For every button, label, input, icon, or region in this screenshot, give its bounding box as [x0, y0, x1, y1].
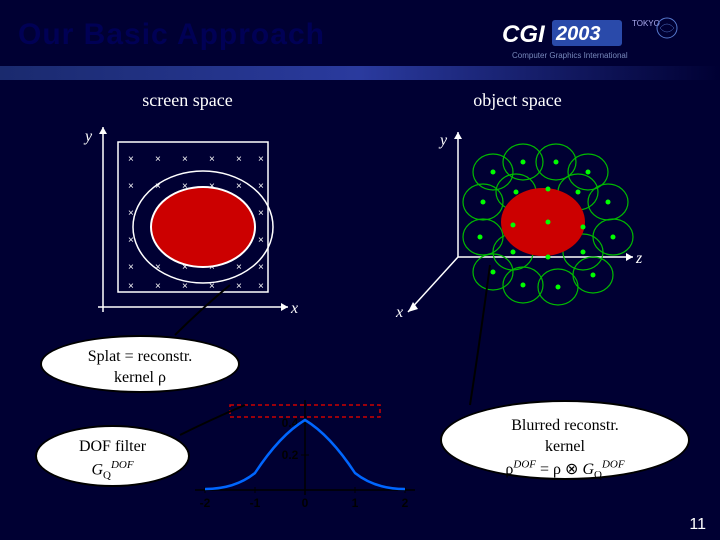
logo-subtitle: Computer Graphics International	[512, 51, 628, 60]
svg-text:0.4: 0.4	[282, 416, 299, 430]
splat-line2: kernel ρ	[114, 369, 166, 386]
svg-text:×: ×	[258, 208, 264, 219]
svg-text:×: ×	[128, 154, 134, 165]
svg-text:2: 2	[402, 496, 409, 510]
svg-text:×: ×	[128, 262, 134, 273]
logo-cgi: CGI	[502, 21, 546, 48]
svg-text:-1: -1	[250, 496, 261, 510]
title-bar: Our Basic Approach CGI 2003 TOKYO Comput…	[0, 12, 720, 72]
pointer-splat	[160, 280, 260, 350]
blur-eq-otimes: ⊗	[565, 461, 582, 478]
svg-text:1: 1	[352, 496, 359, 510]
svg-text:×: ×	[236, 262, 242, 273]
svg-text:y: y	[83, 128, 93, 145]
splat-ellipse	[151, 187, 255, 267]
blur-eq-lsup: DOF	[513, 459, 536, 471]
blur-line2: kernel	[545, 438, 585, 455]
dof-label: DOF filter	[79, 438, 146, 455]
svg-text:y: y	[438, 132, 448, 149]
logo-year: 2003	[555, 23, 601, 45]
blur-eq-rho2: ρ	[553, 461, 565, 478]
pointer-dof	[150, 395, 270, 455]
svg-text:×: ×	[128, 208, 134, 219]
dof-sup: DOF	[111, 459, 134, 471]
blur-eq-eq: =	[536, 461, 553, 478]
svg-text:×: ×	[236, 181, 242, 192]
svg-text:0: 0	[302, 496, 309, 510]
svg-text:-2: -2	[200, 496, 211, 510]
blur-eq-sub: Q	[594, 469, 602, 481]
dof-sub: Q	[103, 469, 111, 481]
svg-text:×: ×	[258, 181, 264, 192]
splat-line1: Splat = reconstr.	[88, 348, 193, 365]
svg-text:×: ×	[182, 154, 188, 165]
title-underline	[0, 66, 720, 80]
pointer-blur	[350, 260, 510, 420]
object-space-label: object space	[473, 90, 561, 111]
blur-eq-g: G	[582, 461, 594, 478]
dof-g: G	[91, 461, 103, 478]
svg-text:×: ×	[209, 154, 215, 165]
svg-text:0.2: 0.2	[282, 448, 299, 462]
svg-text:×: ×	[128, 181, 134, 192]
object-surface	[501, 188, 585, 256]
svg-text:×: ×	[128, 235, 134, 246]
screen-space-label: screen space	[142, 90, 232, 111]
conference-logo: CGI 2003 TOKYO Computer Graphics Interna…	[502, 14, 702, 64]
svg-text:×: ×	[258, 262, 264, 273]
slide-title: Our Basic Approach	[18, 18, 325, 52]
svg-text:×: ×	[128, 281, 134, 292]
svg-text:z: z	[635, 250, 643, 267]
svg-text:×: ×	[258, 235, 264, 246]
svg-text:×: ×	[258, 154, 264, 165]
svg-text:×: ×	[155, 154, 161, 165]
logo-location: TOKYO	[632, 19, 660, 28]
blur-line1: Blurred reconstr.	[511, 417, 619, 434]
svg-text:x: x	[290, 300, 298, 317]
page-number: 11	[689, 516, 706, 534]
blur-eq-sup: DOF	[602, 459, 625, 471]
svg-text:×: ×	[236, 154, 242, 165]
